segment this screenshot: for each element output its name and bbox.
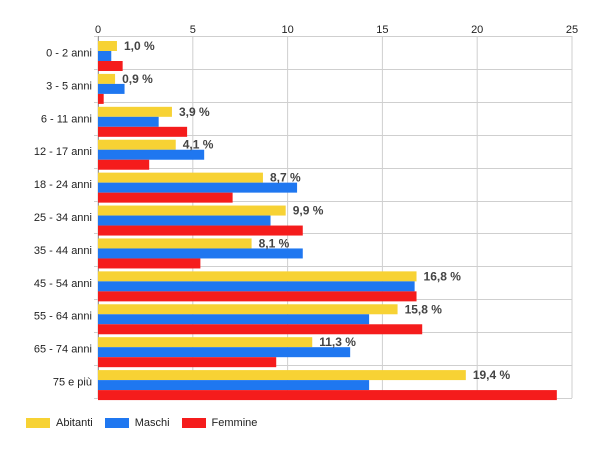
data-label-65-74-anni: 11,3 % (319, 335, 356, 349)
x-tick-label: 0 (95, 24, 101, 36)
legend-swatch-abitanti (26, 418, 50, 428)
bar-maschi-18-24-anni[interactable] (98, 182, 298, 193)
data-label-3-5-anni: 0,9 % (122, 72, 153, 86)
y-category-label: 65 - 74 anni (34, 344, 92, 356)
x-tick-label: 5 (190, 24, 196, 36)
bar-maschi-35-44-anni[interactable] (98, 248, 303, 259)
data-label-35-44-anni: 8,1 % (259, 236, 290, 250)
data-label-12-17-anni: 4,1 % (183, 138, 214, 152)
y-category-label: 25 - 34 anni (34, 212, 92, 224)
data-label-18-24-anni: 8,7 % (270, 171, 301, 185)
y-category-label: 12 - 17 anni (34, 146, 92, 158)
legend-label-maschi: Maschi (134, 417, 170, 429)
legend-item-femmine[interactable]: Femmine (181, 417, 258, 429)
bar-femmine-18-24-anni[interactable] (98, 192, 233, 203)
bar-abitanti-35-44-anni[interactable] (98, 238, 252, 249)
y-category-label: 55 - 64 anni (34, 311, 92, 323)
bar-abitanti-65-74-anni[interactable] (98, 337, 313, 348)
data-label-55-64-anni: 15,8 % (405, 302, 443, 316)
bar-abitanti-12-17-anni[interactable] (98, 139, 176, 150)
legend: Abitanti Maschi Femmine (26, 417, 269, 429)
x-tick-label: 15 (376, 24, 388, 36)
x-axis-ticks: 0 5 10 15 20 25 (95, 24, 578, 36)
bar-abitanti-6-11-anni[interactable] (98, 106, 172, 117)
bar-abitanti-25-34-anni[interactable] (98, 205, 286, 216)
y-category-label: 6 - 11 anni (41, 113, 92, 125)
data-label-75-e-pi: 19,4 % (473, 368, 511, 382)
y-category-label: 3 - 5 anni (46, 80, 92, 92)
bar-femmine-75-e-pi[interactable] (98, 390, 557, 401)
bar-femmine-0-2-anni[interactable] (98, 61, 123, 71)
legend-item-abitanti[interactable]: Abitanti (26, 417, 93, 429)
y-category-label: 18 - 24 anni (34, 179, 92, 191)
bar-abitanti-3-5-anni[interactable] (98, 73, 116, 84)
legend-item-maschi[interactable]: Maschi (104, 417, 170, 429)
bar-femmine-35-44-anni[interactable] (98, 258, 201, 269)
bar-abitanti-18-24-anni[interactable] (98, 172, 263, 183)
bar-maschi-0-2-anni[interactable] (98, 51, 112, 61)
bar-femmine-55-64-anni[interactable] (98, 324, 423, 335)
bar-maschi-25-34-anni[interactable] (98, 215, 271, 226)
bar-femmine-25-34-anni[interactable] (98, 225, 303, 236)
bar-maschi-75-e-pi[interactable] (98, 380, 370, 391)
y-category-label: 45 - 54 anni (34, 278, 92, 290)
legend-swatch-femmine (181, 418, 206, 428)
bar-femmine-12-17-anni[interactable] (98, 159, 150, 170)
legend-label-abitanti: Abitanti (56, 417, 93, 429)
data-label-25-34-anni: 9,9 % (293, 204, 324, 218)
bar-maschi-45-54-anni[interactable] (98, 281, 415, 292)
bar-abitanti-55-64-anni[interactable] (98, 304, 398, 315)
x-tick-label: 25 (566, 24, 578, 36)
bar-femmine-65-74-anni[interactable] (98, 357, 277, 368)
y-category-label: 35 - 44 anni (34, 245, 92, 257)
legend-swatch-maschi (104, 418, 129, 428)
data-label-45-54-anni: 16,8 % (424, 269, 462, 283)
bar-femmine-3-5-anni[interactable] (98, 93, 104, 104)
bar-abitanti-45-54-anni[interactable] (98, 271, 417, 282)
y-category-label: 75 e più (53, 377, 92, 389)
bar-maschi-6-11-anni[interactable] (98, 116, 159, 127)
x-tick-label: 20 (471, 24, 483, 36)
bar-abitanti-0-2-anni[interactable] (98, 41, 117, 51)
y-axis-categories: 0 - 2 anni 3 - 5 anni 6 - 11 anni 12 - 17 a… (34, 47, 92, 388)
bar-abitanti-75-e-pi[interactable] (98, 370, 466, 381)
y-category-label: 0 - 2 anni (46, 47, 92, 59)
bar-femmine-45-54-anni[interactable] (98, 291, 417, 302)
x-tick-label: 10 (281, 24, 293, 36)
bar-maschi-12-17-anni[interactable] (98, 149, 205, 160)
data-label-0-2-anni: 1,0 % (124, 39, 155, 53)
bar-maschi-3-5-anni[interactable] (98, 83, 125, 94)
bars (98, 41, 557, 401)
data-label-6-11-anni: 3,9 % (179, 105, 210, 119)
bar-maschi-55-64-anni[interactable] (98, 314, 370, 325)
bar-maschi-65-74-anni[interactable] (98, 347, 351, 358)
bar-femmine-6-11-anni[interactable] (98, 126, 188, 137)
legend-label-femmine: Femmine (211, 417, 258, 429)
data-labels: 1,0 % 0,9 % 3,9 % 4,1 % 8,7 % 9,9 % 8,1 % 16,8 … (122, 39, 510, 382)
